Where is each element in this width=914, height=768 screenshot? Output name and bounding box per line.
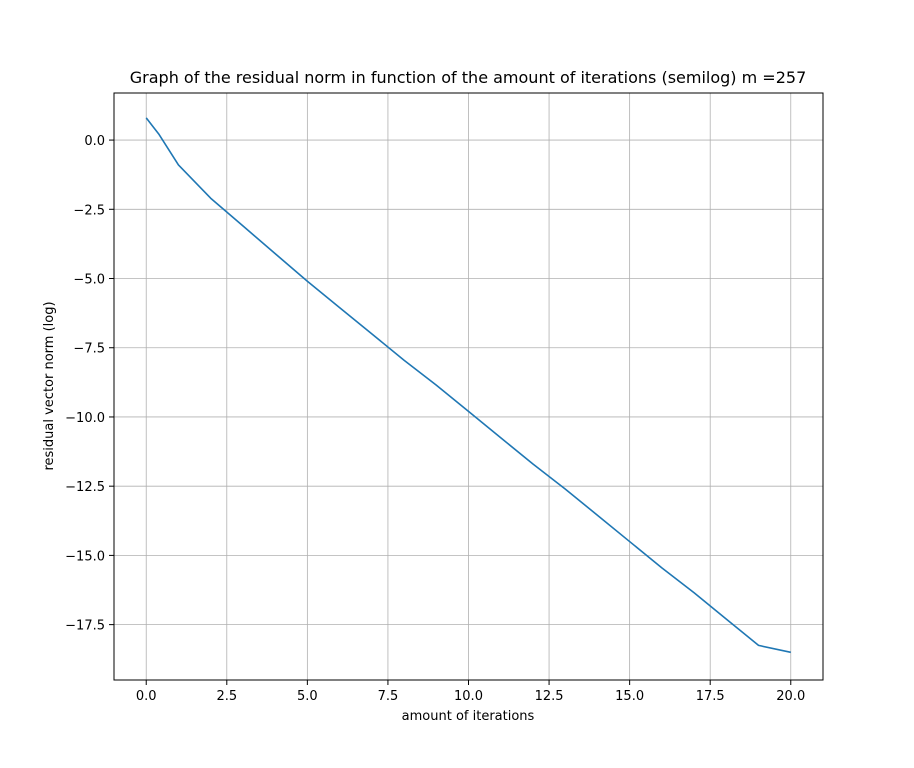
x-tick-label: 10.0: [454, 689, 483, 704]
x-tick-label: 20.0: [776, 689, 805, 704]
x-axis-ticks: 0.0 2.5 5.0 7.5 10.0 12.5 15.0 17.5 20.0: [136, 680, 805, 704]
x-tick-label: 15.0: [615, 689, 644, 704]
y-tick-label: −12.5: [65, 480, 105, 495]
y-tick-label: −17.5: [65, 619, 105, 634]
series-line-0: [145, 117, 791, 654]
y-axis-ticks: 0.0 −2.5 −5.0 −7.5 −10.0 −12.5 −15.0 −17.5: [65, 134, 114, 634]
y-tick-label: −15.0: [65, 549, 105, 564]
series-layer: [145, 117, 791, 654]
y-axis-label: residual vector norm (log): [42, 301, 57, 470]
y-tick-label: −7.5: [73, 342, 105, 357]
x-tick-label: 5.0: [297, 689, 318, 704]
x-tick-label: 0.0: [136, 689, 157, 704]
y-tick-label: −5.0: [73, 273, 105, 288]
y-tick-label: −10.0: [65, 411, 105, 426]
grid-lines: [114, 93, 823, 680]
x-tick-label: 17.5: [696, 689, 725, 704]
x-tick-label: 12.5: [535, 689, 564, 704]
x-axis-label: amount of iterations: [402, 709, 535, 724]
x-tick-label: 7.5: [378, 689, 399, 704]
x-tick-label: 2.5: [216, 689, 237, 704]
y-tick-label: −2.5: [73, 203, 105, 218]
y-tick-label: 0.0: [84, 134, 105, 149]
chart-title: Graph of the residual norm in function o…: [130, 68, 807, 87]
